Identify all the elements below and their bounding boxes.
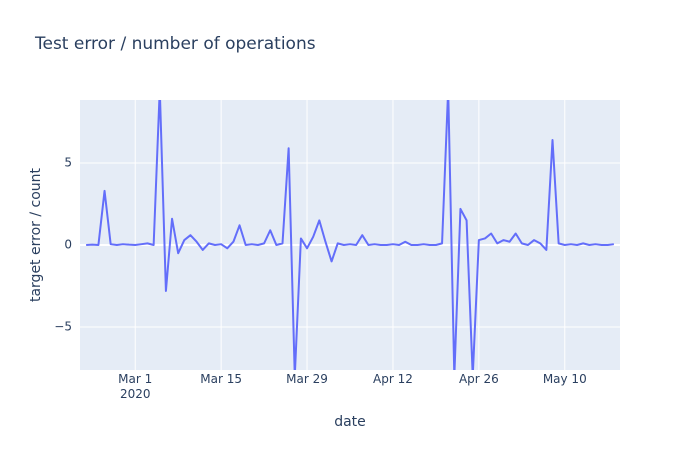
- y-tick-label: 5: [64, 155, 72, 169]
- x-tick-label: Apr 26: [458, 372, 499, 386]
- data-line: [86, 100, 614, 370]
- y-tick-label: −5: [54, 320, 72, 334]
- x-tick-label: Mar 15: [200, 372, 242, 386]
- x-tick-label: Mar 1 2020: [118, 372, 153, 401]
- y-axis-title: target error / count: [28, 167, 44, 302]
- x-axis-title: date: [334, 414, 366, 430]
- x-tick-label: May 10: [542, 372, 587, 386]
- x-tick-label: Mar 29: [286, 372, 328, 386]
- chart-title: Test error / number of operations: [34, 34, 316, 54]
- y-tick-label: 0: [64, 238, 72, 252]
- x-tick-label: Apr 12: [373, 372, 413, 386]
